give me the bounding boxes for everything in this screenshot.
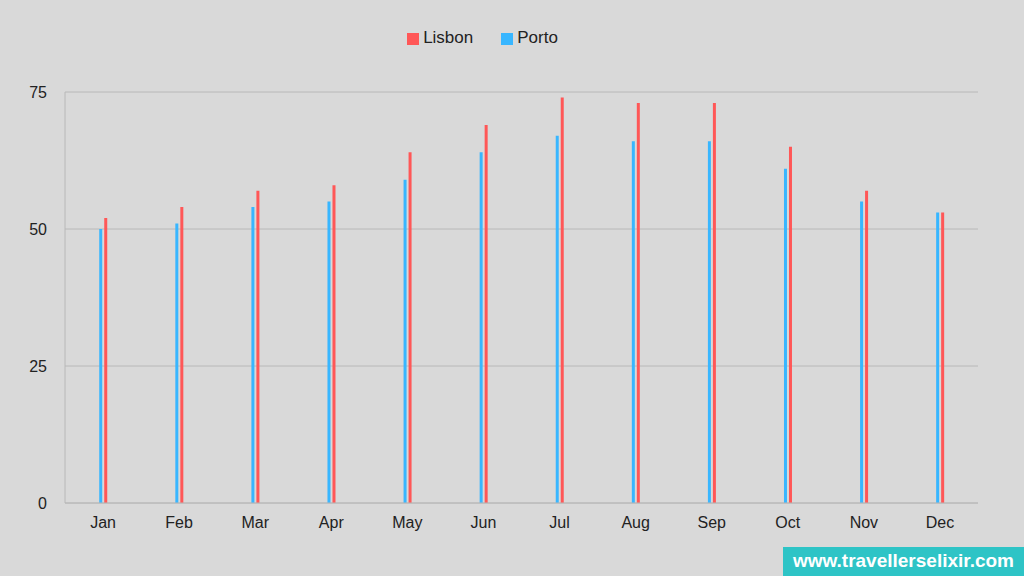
svg-text:Feb: Feb (165, 514, 193, 531)
svg-text:50: 50 (29, 221, 47, 238)
svg-text:Nov: Nov (850, 514, 878, 531)
svg-text:75: 75 (29, 84, 47, 101)
svg-text:25: 25 (29, 358, 47, 375)
svg-text:Sep: Sep (697, 514, 726, 531)
svg-text:Dec: Dec (926, 514, 954, 531)
svg-text:Jul: Jul (549, 514, 569, 531)
html-text:www.travellerselixir.com: www.travellerselixir.com (792, 550, 1014, 571)
svg-text:Jun: Jun (471, 514, 497, 531)
svg-text:0: 0 (38, 495, 47, 512)
svg-text:Oct: Oct (775, 514, 800, 531)
svg-text:Aug: Aug (621, 514, 649, 531)
svg-text:Apr: Apr (319, 514, 345, 531)
html-text:Lisbon: Lisbon (423, 28, 474, 47)
html-text:Porto: Porto (517, 28, 558, 47)
svg-text:Mar: Mar (241, 514, 269, 531)
svg-text:Jan: Jan (90, 514, 116, 531)
svg-text:May: May (392, 514, 422, 531)
